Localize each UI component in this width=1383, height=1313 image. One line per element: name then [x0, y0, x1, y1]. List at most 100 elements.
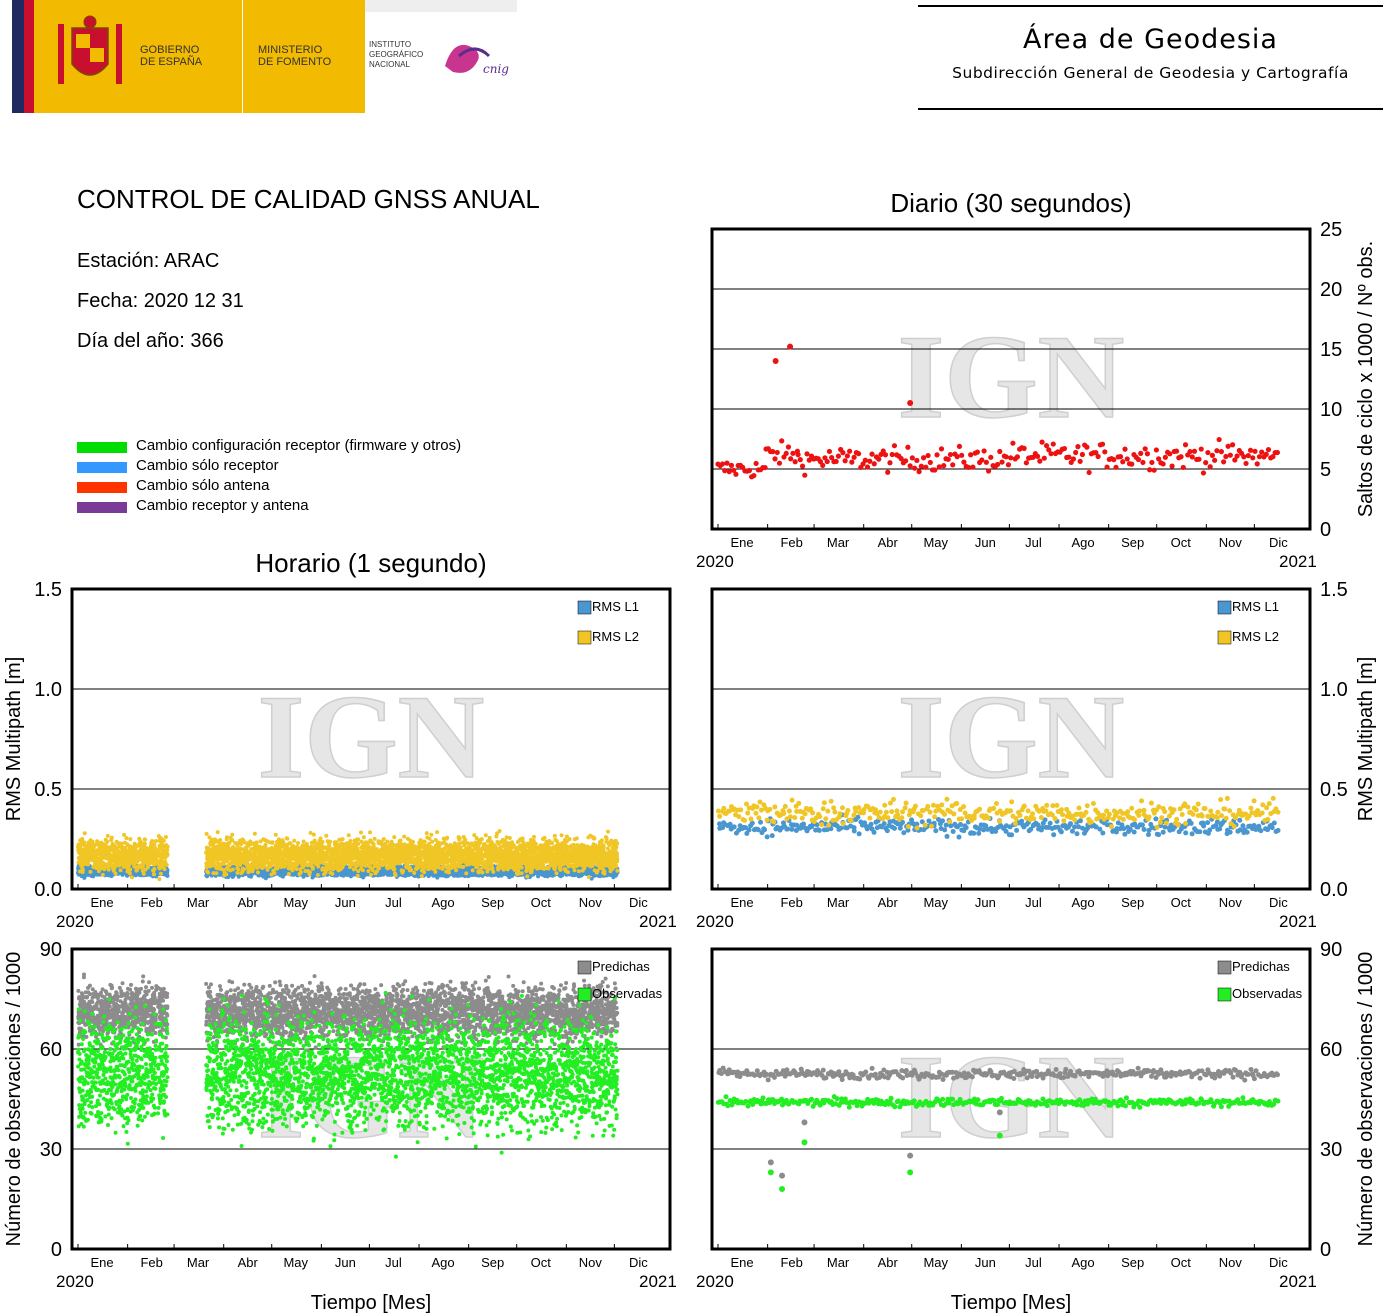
ign-watermark: IGN: [258, 670, 485, 803]
gov-line1: GOBIERNO: [140, 44, 200, 56]
data-point: [1205, 449, 1211, 456]
data-point: [864, 464, 871, 470]
data-point: [968, 452, 974, 458]
data-point: [230, 867, 235, 872]
x-tick-label: Sep: [1121, 535, 1144, 550]
x-tick-label: May: [283, 895, 308, 910]
data-point: [1079, 451, 1086, 458]
x-tick-label: Nov: [1219, 535, 1243, 550]
legend-label-receiver-antenna: Cambio receptor y antena: [136, 497, 309, 514]
data-point: [1209, 452, 1216, 458]
data-point: [163, 835, 168, 840]
data-point: [751, 472, 757, 479]
data-point: [141, 871, 146, 876]
data-points: [76, 829, 620, 882]
data-point: [722, 468, 728, 474]
data-point: [817, 459, 824, 465]
data-point: [844, 453, 850, 459]
data-point: [1189, 454, 1195, 460]
data-point: [988, 454, 994, 460]
data-point: [788, 456, 794, 462]
spain-gov-logo: GOBIERNO DE ESPAÑA MINISTERIO DE FOMENTO: [12, 0, 365, 113]
data-point: [799, 463, 806, 469]
data-point: [907, 463, 913, 469]
x-start-label: 2020: [56, 912, 94, 931]
x-tick-label: Jul: [1025, 535, 1042, 550]
data-point: [1198, 446, 1204, 452]
data-point: [1066, 454, 1072, 460]
x-tick-label: Mar: [187, 895, 210, 910]
data-point: [1243, 460, 1249, 467]
data-point: [862, 457, 868, 463]
data-point: [1173, 448, 1180, 454]
data-point: [1077, 458, 1083, 464]
data-point: [1245, 453, 1251, 459]
date-label: Fecha: 2020 12 31: [77, 290, 244, 312]
data-point: [792, 459, 798, 465]
data-point: [1274, 449, 1281, 456]
data-point: [956, 443, 963, 449]
chart-title: Diario (30 segundos): [890, 188, 1131, 218]
y-tick-label: 0: [1320, 519, 1331, 541]
data-point: [731, 467, 737, 473]
ign-line1: INSTITUTO: [369, 40, 412, 49]
data-point: [887, 460, 893, 466]
data-point: [746, 467, 752, 474]
data-point: [1223, 453, 1229, 460]
ign-logo: INSTITUTO GEOGRÁFICO NACIONAL cnig: [365, 0, 517, 113]
data-point: [802, 472, 808, 478]
data-point: [1034, 453, 1041, 459]
data-point: [1113, 464, 1119, 470]
data-point: [918, 463, 924, 469]
data-point: [1229, 442, 1236, 448]
data-point: [1070, 456, 1077, 462]
y-tick-label: 1.0: [34, 679, 62, 701]
data-point: [1178, 454, 1184, 460]
data-point: [945, 456, 951, 462]
data-point: [1207, 464, 1213, 470]
x-tick-label: Mar: [827, 535, 850, 550]
data-point: [1041, 455, 1047, 461]
data-point: [829, 455, 835, 461]
data-point: [936, 464, 942, 470]
data-point: [1212, 457, 1218, 463]
x-tick-label: Feb: [140, 895, 162, 910]
x-tick-label: Abr: [878, 535, 899, 550]
ign-line3: NACIONAL: [369, 60, 410, 69]
x-tick-label: Jun: [335, 895, 356, 910]
data-point: [152, 866, 157, 871]
data-point: [882, 452, 889, 458]
data-point: [1256, 454, 1263, 460]
data-point: [959, 452, 965, 458]
data-point: [1156, 456, 1162, 462]
data-point: [947, 451, 954, 458]
data-point: [867, 458, 873, 464]
chart-title: Horario (1 segundo): [255, 548, 486, 578]
data-point: [152, 842, 157, 847]
data-point: [151, 872, 156, 877]
data-point: [753, 460, 759, 467]
data-point: [979, 457, 985, 463]
y-axis-label: RMS Multipath [m]: [3, 657, 25, 821]
data-point: [974, 449, 980, 455]
x-end-label: 2021: [1279, 552, 1317, 571]
data-point: [790, 450, 796, 456]
data-point: [218, 838, 223, 843]
data-point: [1005, 462, 1012, 468]
data-point: [1144, 451, 1151, 457]
outlier-point: [772, 358, 779, 364]
ministry-line2: DE FOMENTO: [258, 56, 332, 68]
data-point: [1003, 454, 1009, 460]
data-point: [224, 835, 229, 840]
x-tick-label: Nov: [579, 895, 603, 910]
data-point: [105, 833, 110, 838]
data-point: [1095, 453, 1101, 460]
data-point: [847, 448, 853, 454]
data-point: [898, 456, 904, 462]
data-point: [1048, 451, 1054, 457]
data-point: [925, 452, 931, 459]
data-point: [1104, 464, 1110, 470]
data-point: [891, 443, 898, 449]
data-point: [1149, 459, 1155, 466]
